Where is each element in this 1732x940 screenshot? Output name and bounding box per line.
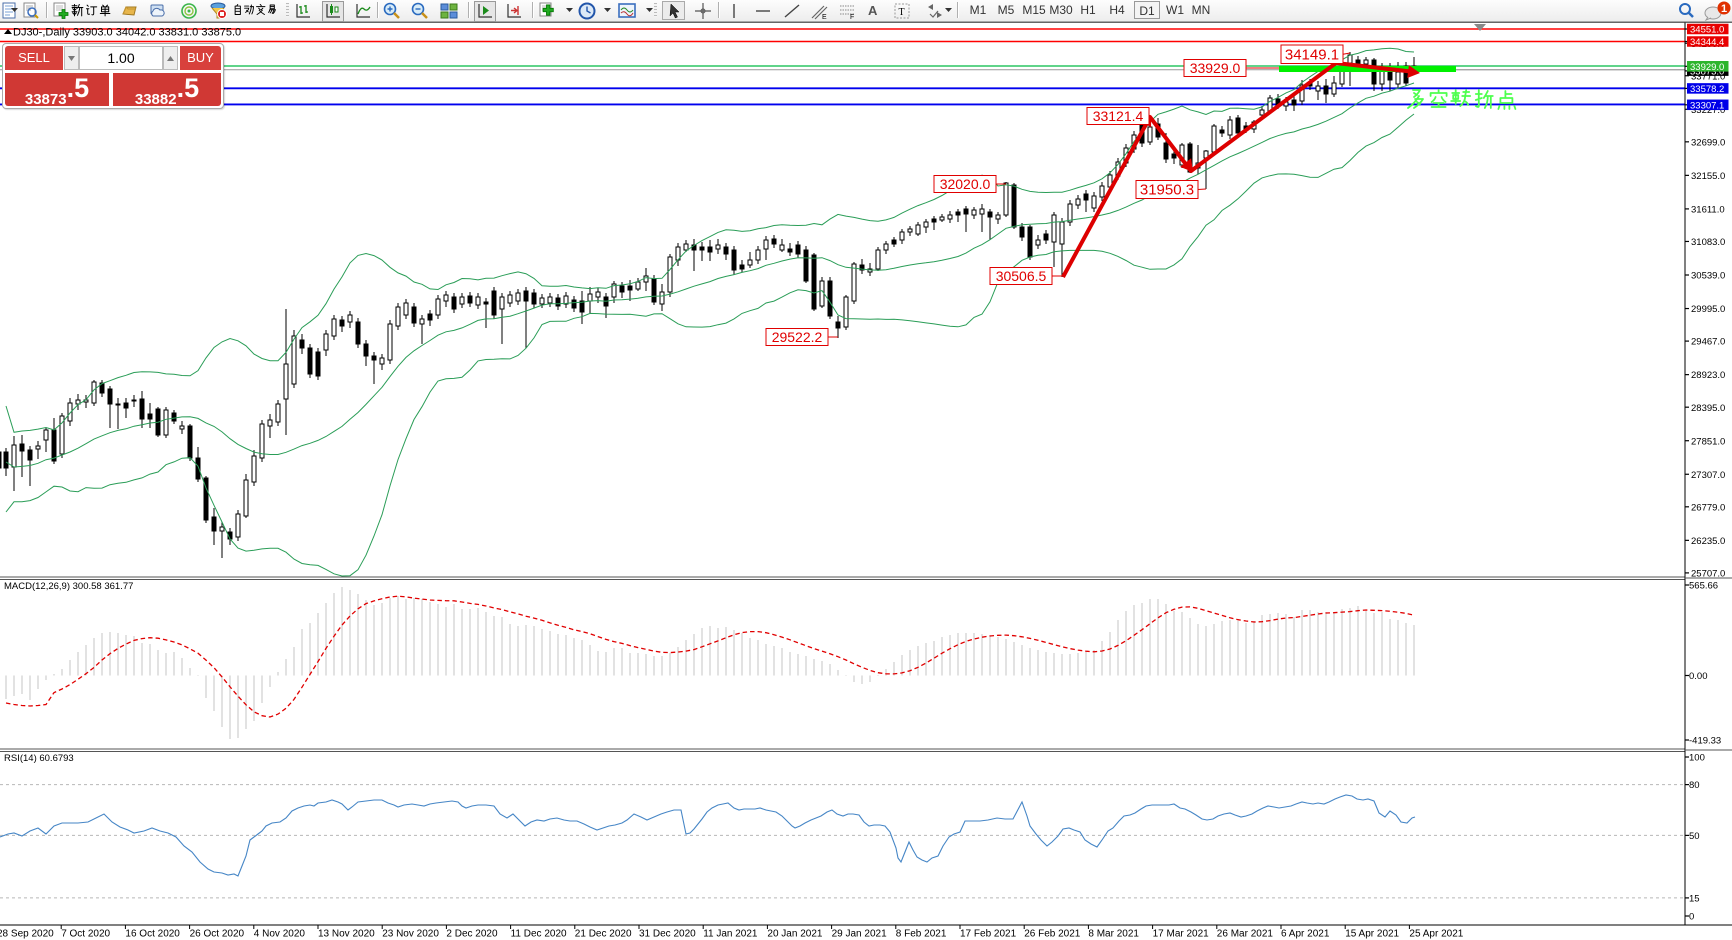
svg-text:29995.0: 29995.0	[1691, 304, 1725, 315]
svg-text:33771.0: 33771.0	[1691, 71, 1725, 82]
svg-text:29467.0: 29467.0	[1691, 337, 1725, 348]
svg-text:0: 0	[1689, 912, 1694, 923]
svg-text:4 Nov 2020: 4 Nov 2020	[254, 929, 306, 940]
svg-text:34344.4: 34344.4	[1690, 37, 1724, 48]
svg-text:13 Nov 2020: 13 Nov 2020	[318, 929, 375, 940]
svg-text:26 Oct 2020: 26 Oct 2020	[190, 929, 245, 940]
svg-text:565.66: 565.66	[1689, 581, 1718, 592]
svg-text:33307.1: 33307.1	[1690, 100, 1724, 111]
svg-text:8 Mar 2021: 8 Mar 2021	[1088, 929, 1139, 940]
svg-text:28923.0: 28923.0	[1691, 370, 1725, 381]
svg-text:27307.0: 27307.0	[1691, 470, 1725, 481]
svg-text:17 Feb 2021: 17 Feb 2021	[960, 929, 1017, 940]
svg-text:27851.0: 27851.0	[1691, 436, 1725, 447]
svg-text:15 Apr 2021: 15 Apr 2021	[1345, 929, 1399, 940]
svg-text:31950.3: 31950.3	[1140, 182, 1194, 199]
svg-text:30539.0: 30539.0	[1691, 271, 1725, 282]
svg-text:31611.0: 31611.0	[1691, 205, 1725, 216]
svg-text:32699.0: 32699.0	[1691, 137, 1725, 148]
svg-text:E: E	[822, 14, 827, 20]
svg-text:30506.5: 30506.5	[996, 268, 1047, 284]
svg-text:29 Jan 2021: 29 Jan 2021	[832, 929, 887, 940]
svg-text:34149.1: 34149.1	[1285, 46, 1339, 63]
svg-text:34551.0: 34551.0	[1690, 25, 1724, 36]
svg-text:MACD(12,26,9) 300.58 361.77: MACD(12,26,9) 300.58 361.77	[4, 581, 133, 592]
svg-text:32020.0: 32020.0	[940, 176, 991, 192]
svg-text:11 Jan 2021: 11 Jan 2021	[703, 929, 758, 940]
svg-text:26235.0: 26235.0	[1691, 536, 1725, 547]
svg-text:33227.0: 33227.0	[1691, 105, 1725, 116]
svg-text:11 Dec 2020: 11 Dec 2020	[511, 929, 567, 940]
svg-text:33929.0: 33929.0	[1190, 60, 1241, 76]
svg-text:-419.33: -419.33	[1689, 736, 1721, 747]
svg-text:80: 80	[1689, 780, 1700, 791]
svg-text:100: 100	[1689, 753, 1705, 764]
svg-text:1: 1	[1721, 3, 1727, 15]
svg-text:17 Mar 2021: 17 Mar 2021	[1153, 929, 1210, 940]
svg-text:20 Jan 2021: 20 Jan 2021	[767, 929, 822, 940]
svg-text:26 Mar 2021: 26 Mar 2021	[1217, 929, 1274, 940]
svg-text:16 Oct 2020: 16 Oct 2020	[125, 929, 180, 940]
svg-text:8 Feb 2021: 8 Feb 2021	[896, 929, 947, 940]
svg-text:7 Oct 2020: 7 Oct 2020	[61, 929, 110, 940]
svg-text:26 Feb 2021: 26 Feb 2021	[1024, 929, 1081, 940]
svg-text:F: F	[850, 14, 854, 20]
svg-text:21 Dec 2020: 21 Dec 2020	[575, 929, 632, 940]
svg-text:2 Dec 2020: 2 Dec 2020	[446, 929, 498, 940]
svg-text:33578.2: 33578.2	[1690, 84, 1724, 95]
svg-text:T: T	[899, 7, 905, 18]
svg-text:DJ30-,Daily 33903.0 34042.0 3: DJ30-,Daily 33903.0 34042.0 33831.0 3387…	[13, 27, 241, 39]
svg-text:33121.4: 33121.4	[1093, 108, 1144, 124]
svg-text:25 Apr 2021: 25 Apr 2021	[1409, 929, 1463, 940]
svg-text:29522.2: 29522.2	[772, 329, 823, 345]
svg-text:28 Sep 2020: 28 Sep 2020	[0, 929, 54, 940]
svg-text:32155.0: 32155.0	[1691, 171, 1725, 182]
svg-text:23 Nov 2020: 23 Nov 2020	[382, 929, 439, 940]
svg-text:33873.0: 33873.0	[1690, 67, 1724, 78]
svg-text:RSI(14) 60.6793: RSI(14) 60.6793	[4, 753, 74, 764]
svg-text:6 Apr 2021: 6 Apr 2021	[1281, 929, 1330, 940]
svg-text:50: 50	[1689, 831, 1700, 842]
svg-text:25707.0: 25707.0	[1691, 569, 1725, 580]
svg-text:31083.0: 31083.0	[1691, 237, 1725, 248]
svg-text:26779.0: 26779.0	[1691, 502, 1725, 513]
svg-text:33929.0: 33929.0	[1690, 62, 1724, 73]
svg-text:28395.0: 28395.0	[1691, 403, 1725, 414]
svg-text:15: 15	[1689, 893, 1700, 904]
svg-text:31 Dec 2020: 31 Dec 2020	[639, 929, 696, 940]
svg-text:0.00: 0.00	[1689, 671, 1708, 682]
